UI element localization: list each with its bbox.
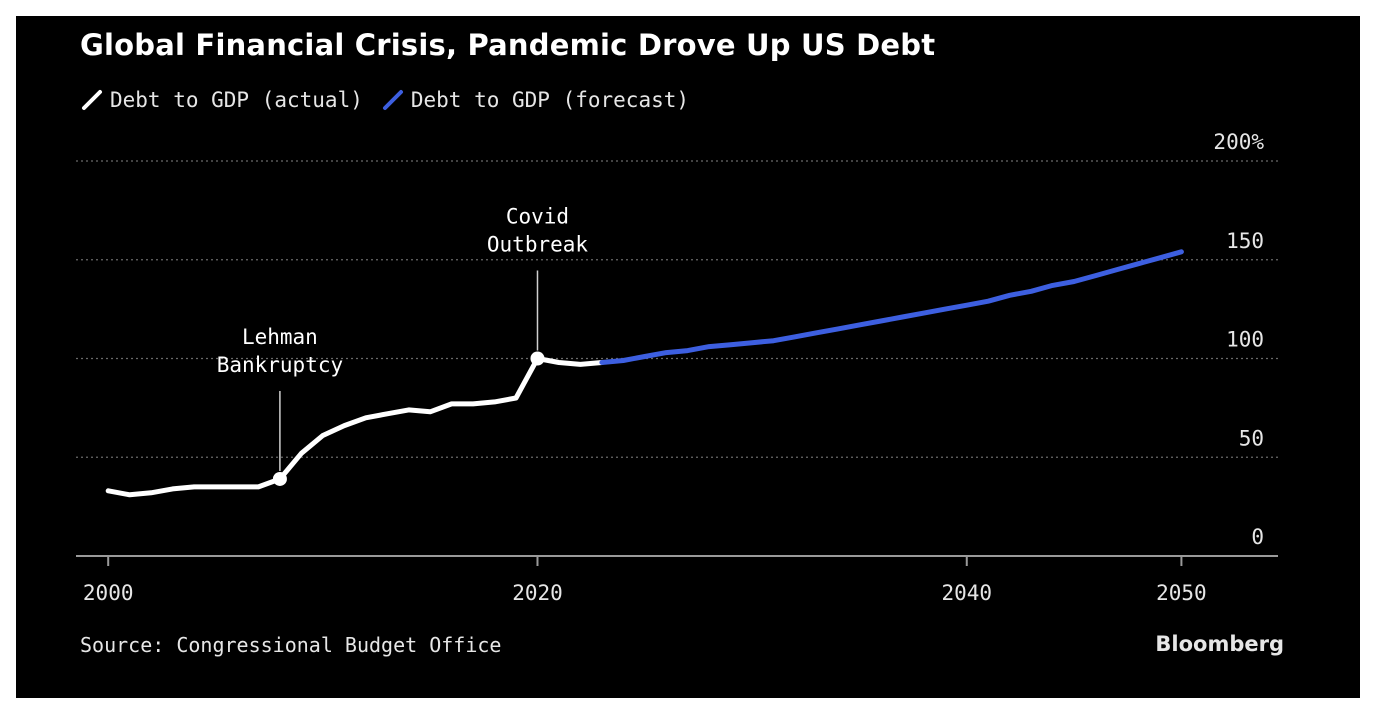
x-tick-label: 2040 xyxy=(941,581,992,605)
y-tick-label: 50 xyxy=(1239,426,1264,450)
annotation-marker xyxy=(272,471,287,486)
legend-item-forecast: Debt to GDP (forecast) xyxy=(381,88,689,112)
y-tick-label: 100 xyxy=(1226,328,1264,352)
annotation-label: Outbreak xyxy=(487,233,589,257)
slash-line-icon xyxy=(382,90,403,110)
annotation-marker xyxy=(530,351,545,366)
x-tick-label: 2050 xyxy=(1156,581,1207,605)
series-line-actual xyxy=(105,356,605,498)
chart-title: Global Financial Crisis, Pandemic Drove … xyxy=(80,28,936,62)
y-tick-label: 0 xyxy=(1251,525,1264,549)
chart-panel: Global Financial Crisis, Pandemic Drove … xyxy=(16,16,1360,698)
annotation-label: Covid xyxy=(506,205,569,229)
series-line-forecast xyxy=(599,249,1184,365)
annotation-label: Lehman xyxy=(242,325,318,349)
brand-logo: Bloomberg xyxy=(1155,632,1284,656)
legend-label-actual: Debt to GDP (actual) xyxy=(110,88,363,112)
legend-item-actual: Debt to GDP (actual) xyxy=(80,88,363,112)
slash-line-icon xyxy=(82,90,102,110)
x-tick-label: 2000 xyxy=(83,581,134,605)
chart-legend: Debt to GDP (actual) Debt to GDP (foreca… xyxy=(80,88,707,112)
y-tick-label: 150 xyxy=(1226,229,1264,253)
x-tick-label: 2020 xyxy=(512,581,563,605)
annotation-label: Bankruptcy xyxy=(217,353,343,377)
legend-label-forecast: Debt to GDP (forecast) xyxy=(410,88,690,112)
source-note: Source: Congressional Budget Office xyxy=(80,633,502,657)
y-tick-label: 200% xyxy=(1213,130,1264,154)
line-chart: 0 50 100 150 200% 2000 2020 2040 2050 Lehman Bankr… xyxy=(76,130,1278,605)
